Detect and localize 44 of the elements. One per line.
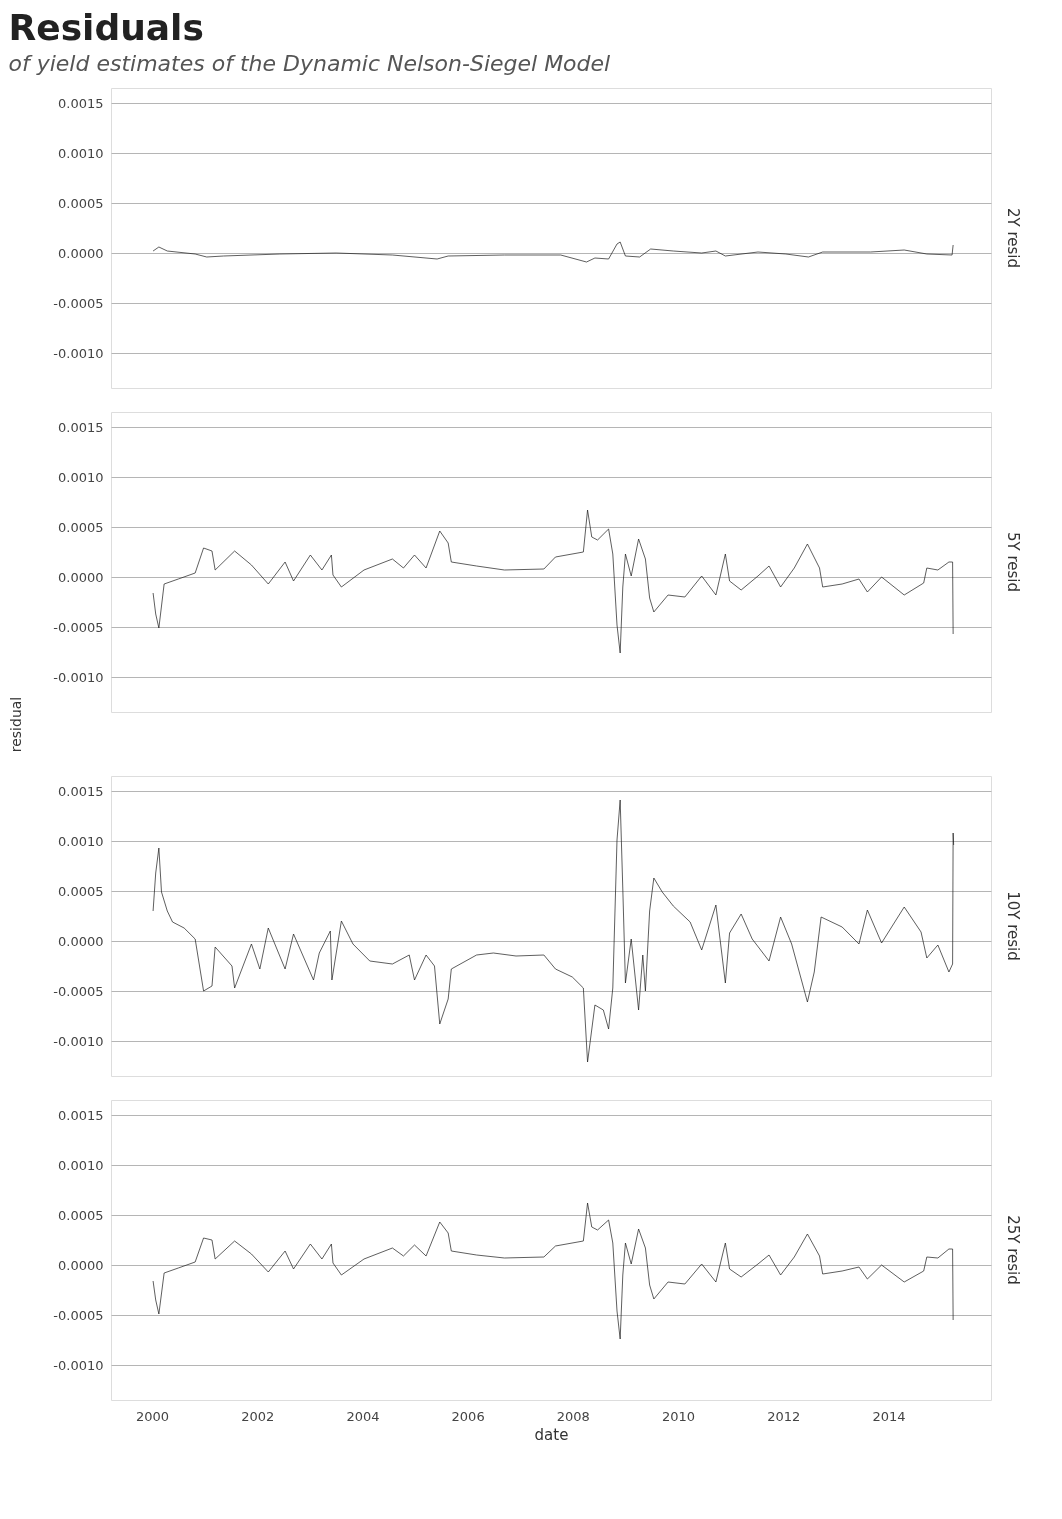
y-tick-label: -0.0010 (53, 1033, 104, 1049)
x-axis-title: date (534, 1425, 569, 1444)
x-tick-label: 2004 (346, 1408, 380, 1424)
text: 5Y resid (1004, 531, 1022, 593)
y-tick-label: 0.0010 (58, 145, 104, 161)
line-series (152, 509, 954, 654)
chart-title: Residuals (8, 6, 204, 48)
y-tick-label: 0.0005 (58, 195, 104, 211)
text: 10Y resid (1004, 891, 1022, 961)
line-series (152, 1202, 954, 1340)
y-tick-label: 0.0010 (58, 469, 104, 485)
y-tick-label: 0.0010 (58, 833, 104, 849)
x-tick-label: 2000 (135, 1408, 170, 1424)
y-tick-label: -0.0010 (53, 345, 104, 361)
x-tick-label: 2006 (451, 1408, 485, 1424)
y-tick-label: -0.0005 (53, 983, 104, 999)
x-tick-label: 2002 (241, 1408, 275, 1424)
line-series (152, 241, 954, 263)
chart-subtitle: of yield estimates of the Dynamic Nelson-Siegel Model (8, 50, 611, 76)
y-tick-label: -0.0005 (53, 619, 104, 635)
y-tick-label: 0.0010 (58, 1157, 104, 1173)
y-tick-label: 0.0015 (58, 1107, 104, 1123)
y-tick-label: 0.0000 (58, 933, 104, 949)
y-tick-label: 0.0015 (58, 95, 104, 111)
text: 25Y resid (1004, 1215, 1022, 1285)
y-tick-label: -0.0010 (53, 669, 104, 685)
y-tick-label: 0.0015 (58, 419, 104, 435)
y-tick-label: 0.0000 (58, 1257, 104, 1273)
y-tick-label: 0.0005 (58, 519, 104, 535)
y-tick-label: 0.0005 (58, 1207, 104, 1223)
line-series (152, 799, 954, 1063)
y-axis-title: residual (7, 696, 24, 753)
x-tick-label: 2012 (767, 1408, 801, 1424)
x-tick-label: 2010 (661, 1408, 696, 1424)
x-tick-label: 2014 (872, 1408, 906, 1424)
y-tick-label: 0.0000 (58, 245, 104, 261)
text: 2Y resid (1004, 207, 1022, 269)
y-tick-label: -0.0010 (53, 1357, 104, 1373)
y-tick-label: -0.0005 (53, 295, 104, 311)
y-tick-label: 0.0005 (58, 883, 104, 899)
y-tick-label: 0.0000 (58, 569, 104, 585)
x-tick-label: 2008 (556, 1408, 590, 1424)
y-tick-label: 0.0015 (58, 783, 104, 799)
y-tick-label: -0.0005 (53, 1307, 104, 1323)
